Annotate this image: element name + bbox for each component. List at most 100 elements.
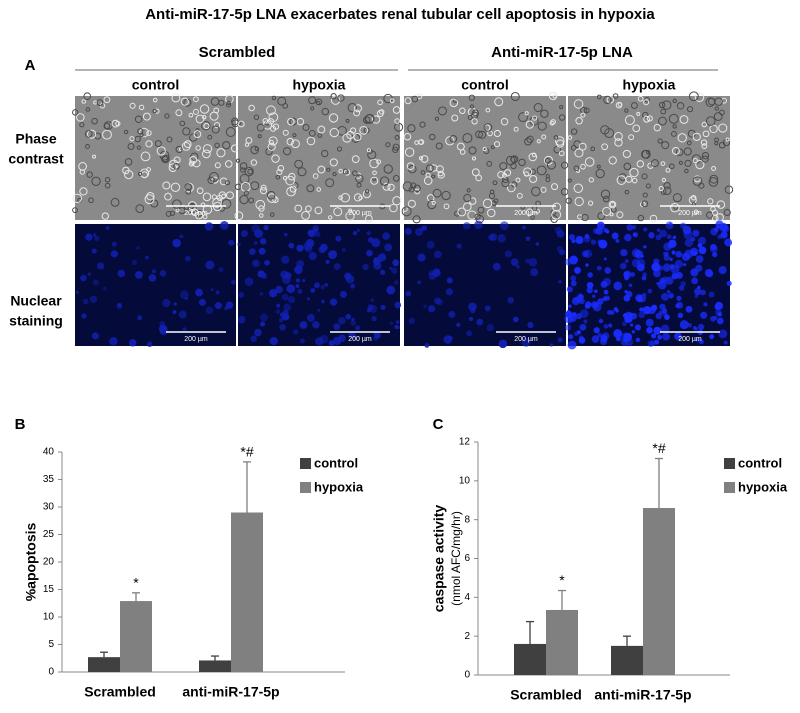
- nucleus: [350, 320, 356, 326]
- cell: [268, 136, 278, 146]
- nucleus: [470, 308, 476, 314]
- cell: [85, 107, 91, 112]
- cell: [475, 174, 483, 182]
- nucleus: [655, 312, 662, 320]
- cell: [136, 145, 142, 150]
- nucleus: [238, 291, 245, 298]
- nucleus: [159, 270, 167, 277]
- micrograph: 200 µm: [404, 220, 566, 349]
- cell: [459, 107, 466, 115]
- cell: [180, 97, 189, 106]
- cell: [377, 99, 383, 106]
- nucleus: [592, 302, 602, 312]
- nucleus: [384, 243, 393, 252]
- cell: [402, 181, 413, 192]
- cell: [588, 177, 594, 183]
- nucleus: [321, 299, 325, 304]
- cell: [72, 207, 78, 214]
- cell: [308, 129, 316, 137]
- y-tick-label: 40: [43, 447, 55, 458]
- cell: [253, 114, 260, 120]
- cell: [420, 155, 429, 163]
- nucleus: [333, 323, 341, 331]
- cell: [700, 139, 708, 146]
- row-label: contrast: [8, 151, 64, 167]
- cell: [372, 170, 377, 176]
- cell: [469, 104, 475, 109]
- nucleus: [443, 335, 453, 344]
- cell: [235, 158, 241, 163]
- nucleus: [726, 280, 732, 286]
- cell: [171, 93, 181, 103]
- cell: [705, 116, 716, 126]
- cell: [210, 97, 220, 106]
- nucleus: [683, 230, 693, 240]
- cell: [338, 168, 343, 174]
- legend-label: hypoxia: [738, 479, 788, 494]
- cell: [575, 117, 583, 125]
- cell: [468, 94, 475, 101]
- nucleus: [631, 248, 641, 258]
- cell: [686, 106, 694, 113]
- nucleus: [621, 332, 630, 341]
- cell: [624, 115, 635, 126]
- nucleus: [389, 266, 393, 270]
- cell: [91, 117, 98, 125]
- nucleus: [80, 274, 87, 282]
- cell: [87, 129, 97, 139]
- nucleus: [594, 289, 598, 294]
- cell: [555, 136, 565, 146]
- cell: [367, 150, 377, 160]
- cell: [219, 177, 228, 186]
- nucleus: [663, 254, 670, 261]
- nucleus: [264, 259, 270, 266]
- nucleus: [488, 234, 495, 241]
- nucleus: [574, 268, 581, 274]
- nucleus: [91, 332, 100, 340]
- cell: [287, 172, 296, 181]
- nucleus: [689, 247, 699, 257]
- cell: [449, 135, 458, 143]
- y-tick-label: 0: [464, 670, 470, 681]
- cell: [351, 155, 360, 164]
- nucleus: [718, 329, 728, 339]
- nucleus: [369, 252, 373, 256]
- cell: [622, 149, 631, 159]
- cell: [580, 163, 586, 170]
- cell: [616, 175, 627, 185]
- cell: [188, 161, 195, 167]
- y-tick-label: 10: [459, 475, 471, 486]
- nucleus: [427, 305, 436, 313]
- cell: [503, 169, 512, 177]
- cell: [207, 134, 213, 140]
- cell: [412, 215, 421, 224]
- nucleus: [713, 315, 718, 320]
- cell: [245, 137, 253, 144]
- cell: [404, 147, 415, 157]
- nucleus: [468, 316, 474, 322]
- cell: [183, 140, 192, 148]
- nucleus: [615, 239, 620, 243]
- cell: [544, 157, 551, 164]
- scale-bar-label: 200 µm: [678, 336, 702, 343]
- nucleus: [698, 246, 707, 255]
- cell: [671, 131, 677, 137]
- nucleus: [631, 330, 636, 334]
- cell: [493, 129, 501, 138]
- nucleus: [585, 301, 592, 308]
- nucleus: [292, 329, 299, 335]
- cell: [144, 194, 155, 205]
- cell: [330, 95, 341, 105]
- cell: [248, 104, 255, 112]
- cell: [529, 168, 536, 175]
- cell: [603, 95, 612, 105]
- cell: [657, 138, 663, 144]
- nucleus: [205, 260, 215, 270]
- cell: [505, 155, 516, 166]
- cell: [195, 128, 200, 133]
- cell: [214, 162, 221, 169]
- cell: [487, 208, 496, 218]
- cell: [272, 196, 279, 203]
- nucleus: [319, 243, 328, 252]
- cell: [314, 206, 323, 215]
